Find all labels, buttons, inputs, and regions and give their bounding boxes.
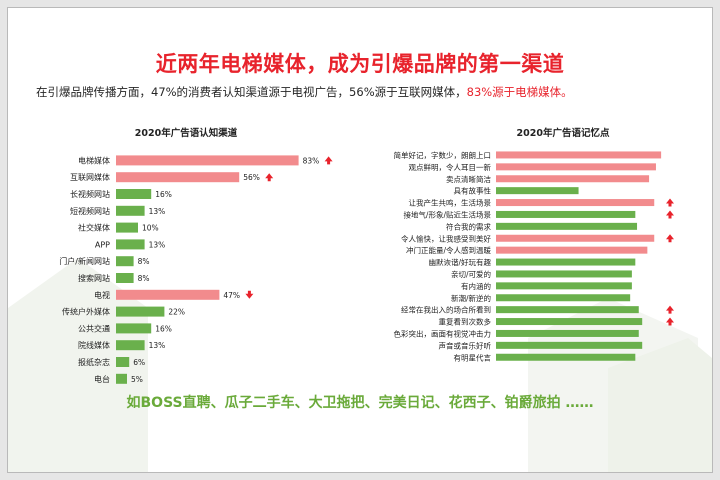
chart2-category-label: 观点鲜明，令人耳目一新 <box>409 162 492 172</box>
chart1-value-label: 6% <box>133 358 145 367</box>
chart2-bar <box>496 294 631 302</box>
slide-title: 近两年电梯媒体，成为引爆品牌的第一渠道 <box>155 52 565 76</box>
chart1-value-label: 56% <box>243 173 260 182</box>
up-arrow-icon <box>666 198 674 207</box>
chart2-category-label: 符合我的需求 <box>446 221 491 231</box>
chart1-title: 2020年广告语认知渠道 <box>135 127 238 139</box>
chart1-bar <box>116 189 152 199</box>
chart1-category-label: 公共交通 <box>78 323 110 333</box>
chart2-bar <box>496 329 639 337</box>
chart1-value-label: 22% <box>168 308 185 317</box>
slogan-memory-chart: 2020年广告语记忆点简单好记，字数少，朗朗上口观点鲜明，令人耳目一新卖点清晰简… <box>394 127 674 362</box>
chart1-bar <box>116 256 134 267</box>
chart1-value-label: 13% <box>149 341 166 350</box>
chart1-bar <box>116 323 152 334</box>
slide: 近两年电梯媒体，成为引爆品牌的第一渠道 在引爆品牌传播方面，47%的消费者认知渠… <box>7 7 713 473</box>
chart1-bar <box>116 222 138 233</box>
chart2-category-label: 接地气/形象/贴近生活场景 <box>403 209 491 219</box>
chart2-bar <box>496 175 650 183</box>
up-arrow-icon <box>666 210 674 219</box>
chart1-bar <box>116 172 240 183</box>
chart2-bar <box>496 246 648 254</box>
brand-examples: 如BOSS直聘、瓜子二手车、大卫拖把、完美日记、花西子、铂爵旅拍 …… <box>126 395 594 411</box>
chart1-value-label: 83% <box>303 156 320 165</box>
chart2-category-label: 经常在我出入的场合所看到 <box>401 305 491 315</box>
chart1-category-label: 社交媒体 <box>78 223 110 233</box>
chart2-category-label: 让我产生共鸣，生活场景 <box>409 198 492 208</box>
chart2-bar <box>496 234 655 242</box>
chart1-category-label: 报纸杂志 <box>78 357 110 367</box>
chart2-bar <box>496 151 662 159</box>
chart2-bar <box>496 187 579 195</box>
chart1-category-label: 门户/新闻网站 <box>59 256 110 266</box>
up-arrow-icon <box>666 305 674 314</box>
chart1-category-label: APP <box>95 240 110 249</box>
chart1-category-label: 电台 <box>94 374 110 384</box>
background-decoration <box>8 258 712 472</box>
chart1-value-label: 5% <box>131 375 143 384</box>
chart1-value-label: 8% <box>138 274 150 283</box>
chart1-value-label: 13% <box>149 207 166 216</box>
chart1-bar <box>116 273 134 283</box>
chart2-bar <box>496 163 656 171</box>
slide-subtitle: 在引爆品牌传播方面，47%的消费者认知渠道源于电视广告，56%源于互联网媒体，8… <box>36 84 712 100</box>
chart1-category-label: 搜索网站 <box>78 273 110 283</box>
chart1-bar <box>116 289 220 300</box>
chart2-category-label: 亲切/可爱的 <box>451 269 491 279</box>
chart1-value-label: 8% <box>138 257 150 266</box>
chart1-value-label: 13% <box>149 240 166 249</box>
up-arrow-icon <box>666 317 674 326</box>
chart2-bar <box>496 199 655 207</box>
chart1-category-label: 长视频网站 <box>70 189 110 199</box>
subtitle-plain: 在引爆品牌传播方面，47%的消费者认知渠道源于电视广告，56%源于互联网媒体， <box>36 85 467 99</box>
chart2-category-label: 新潮/新逆的 <box>451 293 491 303</box>
chart2-bar <box>496 341 643 349</box>
up-arrow-icon <box>666 234 674 243</box>
chart1-bar <box>116 205 145 216</box>
chart2-category-label: 声音或音乐好听 <box>439 340 492 350</box>
chart1-category-label: 电梯媒体 <box>78 155 110 165</box>
chart1-value-label: 10% <box>142 224 159 233</box>
chart2-bar <box>496 210 636 218</box>
chart1-category-label: 电视 <box>94 290 110 300</box>
chart2-bar <box>496 353 636 361</box>
chart2-category-label: 色彩突出，画面有视觉冲击力 <box>394 328 492 338</box>
chart2-bar <box>496 222 638 230</box>
chart2-category-label: 简单好记，字数少，朗朗上口 <box>394 150 492 160</box>
chart1-category-label: 互联网媒体 <box>70 172 110 182</box>
chart1-bar <box>116 357 130 367</box>
chart2-category-label: 重复看到次数多 <box>439 317 492 327</box>
chart2-bar <box>496 318 643 326</box>
chart1-value-label: 16% <box>155 324 172 333</box>
chart1-category-label: 院线媒体 <box>78 340 110 350</box>
chart2-bar <box>496 282 632 290</box>
chart1-bar <box>116 155 299 166</box>
chart2-category-label: 幽默诙谐/好玩有趣 <box>428 257 491 267</box>
chart2-category-label: 有内涵的 <box>461 281 491 291</box>
chart1-value-label: 16% <box>155 190 172 199</box>
chart1-value-label: 47% <box>223 291 240 300</box>
chart2-category-label: 冲门正能量/令人感到温暖 <box>406 245 492 255</box>
chart2-bar <box>496 306 639 314</box>
subtitle-highlight: 83%源于电梯媒体。 <box>466 85 573 99</box>
chart1-category-label: 短视频网站 <box>70 206 110 216</box>
chart2-category-label: 令人愉快，让我感受到美好 <box>401 233 491 243</box>
chart1-category-label: 传统户外媒体 <box>62 307 110 317</box>
chart1-bar <box>116 239 145 250</box>
chart2-category-label: 具有故事性 <box>454 186 492 196</box>
chart1-bar <box>116 340 145 351</box>
down-arrow-icon <box>245 290 254 299</box>
up-arrow-icon <box>265 173 274 182</box>
chart2-category-label: 有明星代言 <box>454 352 492 362</box>
chart2-bar <box>496 270 632 278</box>
chart2-bar <box>496 258 636 266</box>
chart1-bar <box>116 373 127 384</box>
chart2-category-label: 卖点清晰简洁 <box>446 174 491 184</box>
up-arrow-icon <box>324 156 333 165</box>
chart1-bar <box>116 306 165 317</box>
chart2-title: 2020年广告语记忆点 <box>517 127 610 139</box>
